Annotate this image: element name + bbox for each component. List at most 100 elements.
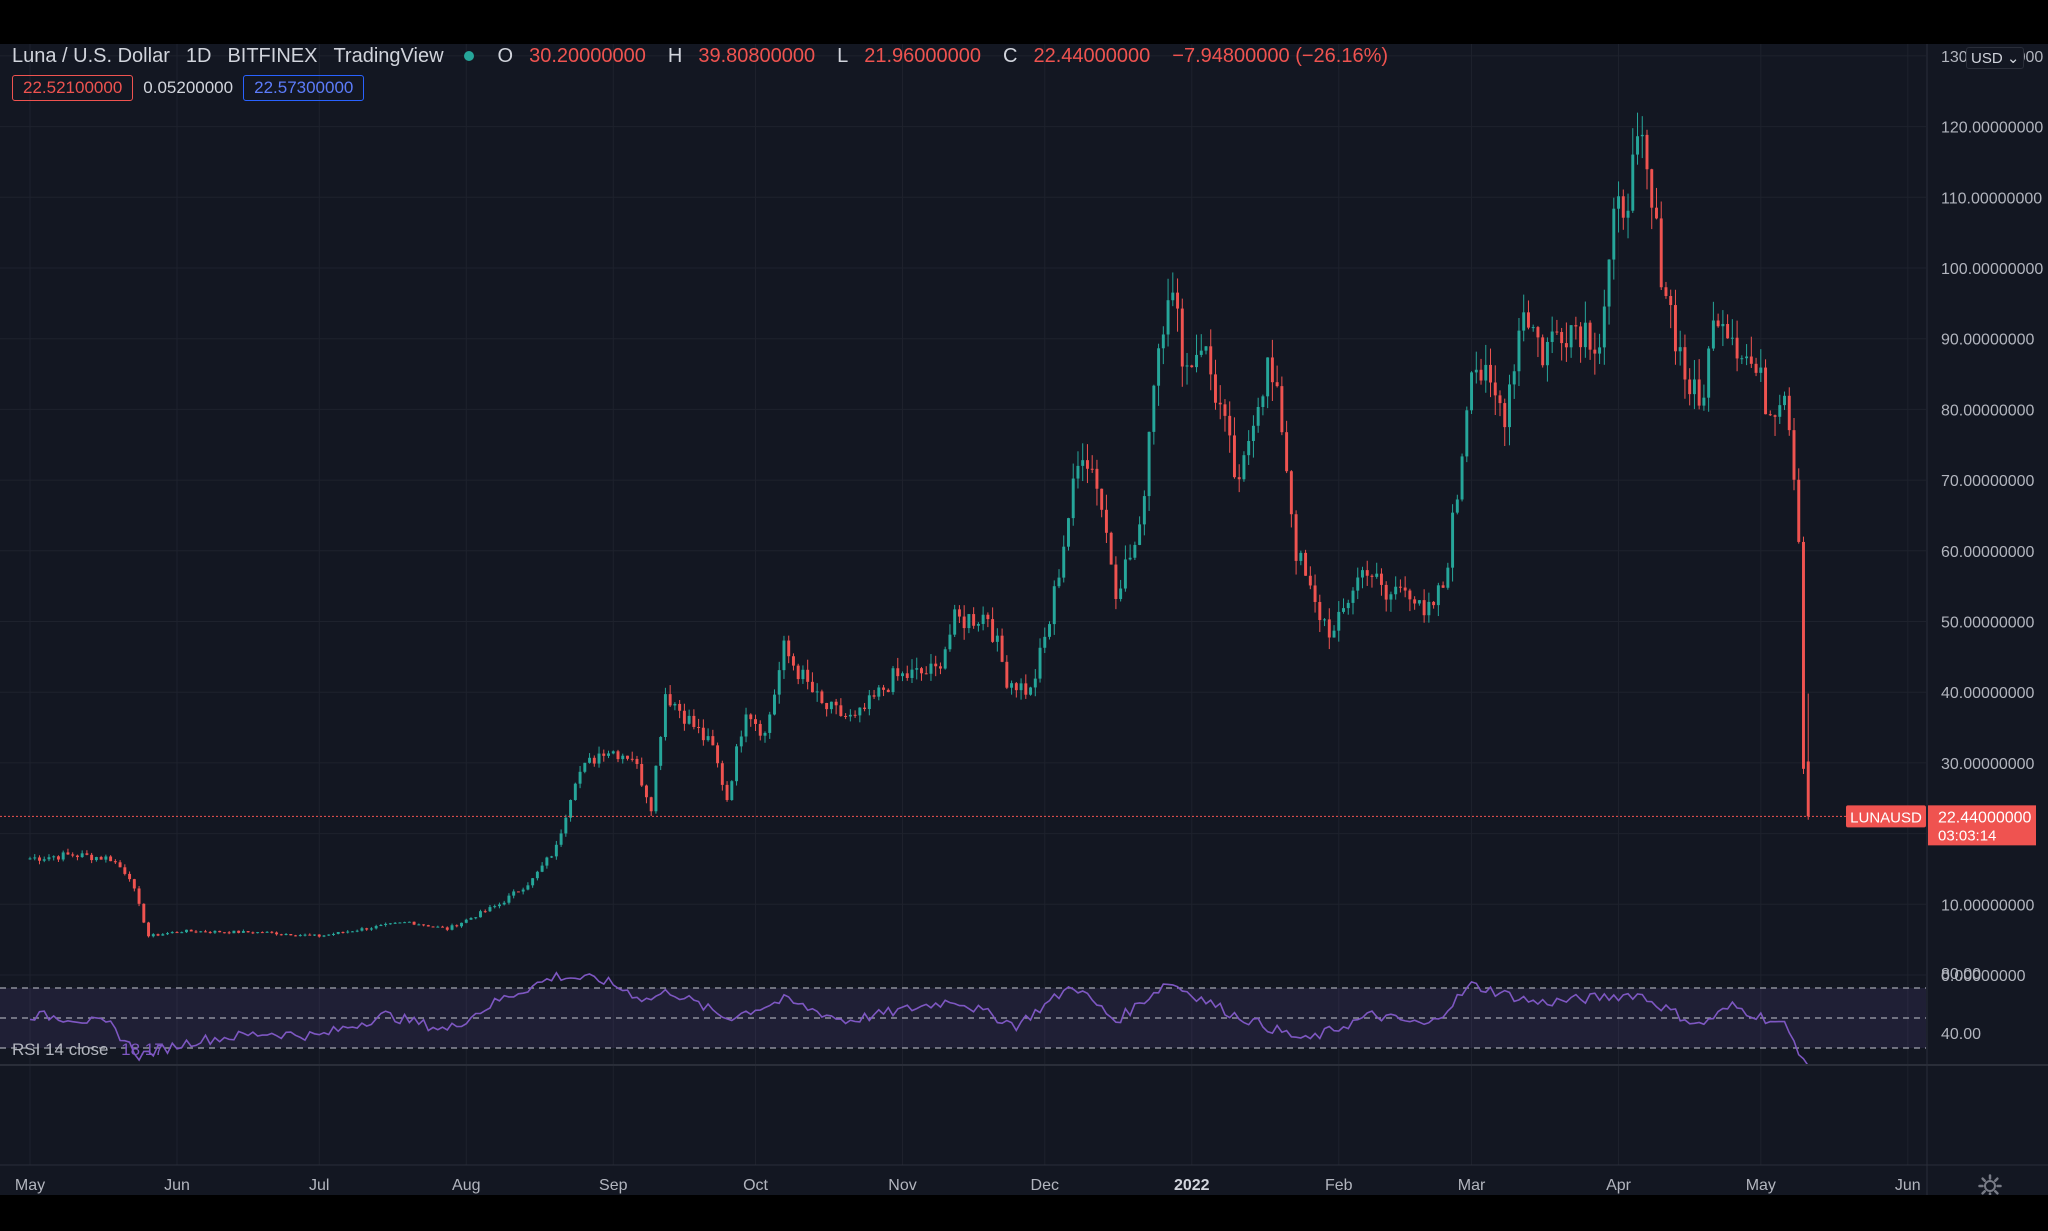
candle-body xyxy=(260,932,264,934)
candle-body xyxy=(47,857,51,860)
candle-body xyxy=(573,783,577,800)
time-tick-label: Oct xyxy=(743,1177,768,1194)
candle-body xyxy=(265,931,269,933)
candle-body xyxy=(180,932,184,934)
candle-body xyxy=(1299,552,1303,561)
interval-label[interactable]: 1D xyxy=(185,45,212,67)
candle-body xyxy=(1071,478,1075,519)
candle-body xyxy=(1090,468,1094,470)
candle-body xyxy=(1100,488,1104,510)
candle-body xyxy=(1057,577,1061,587)
candle-body xyxy=(820,691,824,703)
candle-body xyxy=(374,926,378,929)
candle-body xyxy=(626,755,629,759)
candle-body xyxy=(109,856,113,862)
candle-body xyxy=(1451,512,1455,568)
candle-body xyxy=(56,856,60,860)
rsi-pane xyxy=(0,971,1926,1067)
candle-body xyxy=(725,784,729,800)
candle-body xyxy=(455,925,459,927)
candle-body xyxy=(1394,586,1398,595)
candle-body xyxy=(957,609,961,617)
candle-body xyxy=(218,930,222,933)
candle-body xyxy=(436,926,440,928)
currency-dropdown[interactable]: USD ⌄ xyxy=(1966,47,2025,69)
candle-body xyxy=(834,701,838,706)
symbol-name[interactable]: Luna / U.S. Dollar xyxy=(12,45,170,67)
price-tick-label: 0.00000000 xyxy=(1941,968,2026,985)
candle-body xyxy=(132,879,136,889)
price-tick-label: 50.00000000 xyxy=(1941,615,2035,632)
candle-body xyxy=(896,668,900,677)
candle-body xyxy=(848,714,852,717)
candle-body xyxy=(1270,357,1274,383)
candle-body xyxy=(1133,544,1137,558)
indicator-value-3[interactable]: 22.57300000 xyxy=(243,75,365,101)
candle-body xyxy=(796,665,800,680)
candle-body xyxy=(1550,331,1554,342)
candle-body xyxy=(1607,259,1611,307)
candle-body xyxy=(991,619,995,642)
candle-body xyxy=(213,930,217,933)
candle-body xyxy=(1436,585,1440,606)
gear-icon[interactable] xyxy=(1978,1174,2002,1195)
candle-body xyxy=(241,931,245,933)
candle-body xyxy=(199,931,203,933)
candle-body xyxy=(317,934,321,937)
candle-body xyxy=(749,714,753,720)
live-dot-icon xyxy=(463,51,474,61)
low-value: 21.96000000 xyxy=(864,45,982,67)
candle-body xyxy=(773,694,776,715)
candle-body xyxy=(516,891,520,893)
candle-body xyxy=(559,833,563,845)
candle-body xyxy=(1033,678,1037,688)
candle-body xyxy=(659,737,663,766)
candle-body xyxy=(1783,395,1786,406)
indicator-value-2: 0.05200000 xyxy=(143,78,234,97)
candle-body xyxy=(488,907,492,912)
candle-body xyxy=(341,931,345,933)
candle-body xyxy=(1214,374,1217,403)
rsi-value: 18.17 xyxy=(121,1040,164,1059)
candle-body xyxy=(1583,322,1587,348)
candle-body xyxy=(1152,385,1156,432)
candle-body xyxy=(289,934,293,936)
candle-body xyxy=(61,852,65,860)
candle-body xyxy=(1000,635,1004,662)
price-tick-label: 70.00000000 xyxy=(1941,473,2035,490)
candle-body xyxy=(877,687,881,697)
candle-body xyxy=(564,817,568,834)
candle-body xyxy=(1640,134,1644,137)
candle-body xyxy=(1730,337,1734,339)
candle-body xyxy=(28,858,32,860)
chart-canvas[interactable]: 130.00000000120.00000000110.00000000100.… xyxy=(0,44,2048,1195)
candle-body xyxy=(313,934,316,936)
rsi-label[interactable]: RSI xyxy=(12,1040,41,1059)
candle-body xyxy=(1308,575,1312,586)
candle-body xyxy=(711,736,715,746)
candle-body xyxy=(1526,312,1530,328)
grid-lines xyxy=(0,44,1926,1165)
candle-body xyxy=(1541,337,1545,366)
indicator-value-1[interactable]: 22.52100000 xyxy=(12,75,134,101)
candle-body xyxy=(1185,365,1189,367)
candle-body xyxy=(1266,357,1270,397)
symbol-legend: Luna / U.S. Dollar 1D BITFINEX TradingVi… xyxy=(12,44,1404,68)
candle-body xyxy=(1626,210,1630,218)
candle-body xyxy=(1564,343,1568,348)
candle-body xyxy=(161,934,165,936)
candle-body xyxy=(460,922,463,927)
symbol-tag xyxy=(1846,805,1926,828)
candle-body xyxy=(863,707,867,710)
candle-body xyxy=(1574,325,1578,327)
candle-body xyxy=(1531,327,1535,329)
candle-body xyxy=(1721,324,1725,327)
candle-body xyxy=(554,844,558,857)
candle-body xyxy=(1484,364,1488,381)
candle-body xyxy=(1422,600,1426,616)
candle-body xyxy=(825,702,829,710)
candle-body xyxy=(1157,348,1161,386)
candle-body xyxy=(1327,619,1331,638)
candle-body xyxy=(308,934,312,936)
candle-body xyxy=(763,732,767,736)
